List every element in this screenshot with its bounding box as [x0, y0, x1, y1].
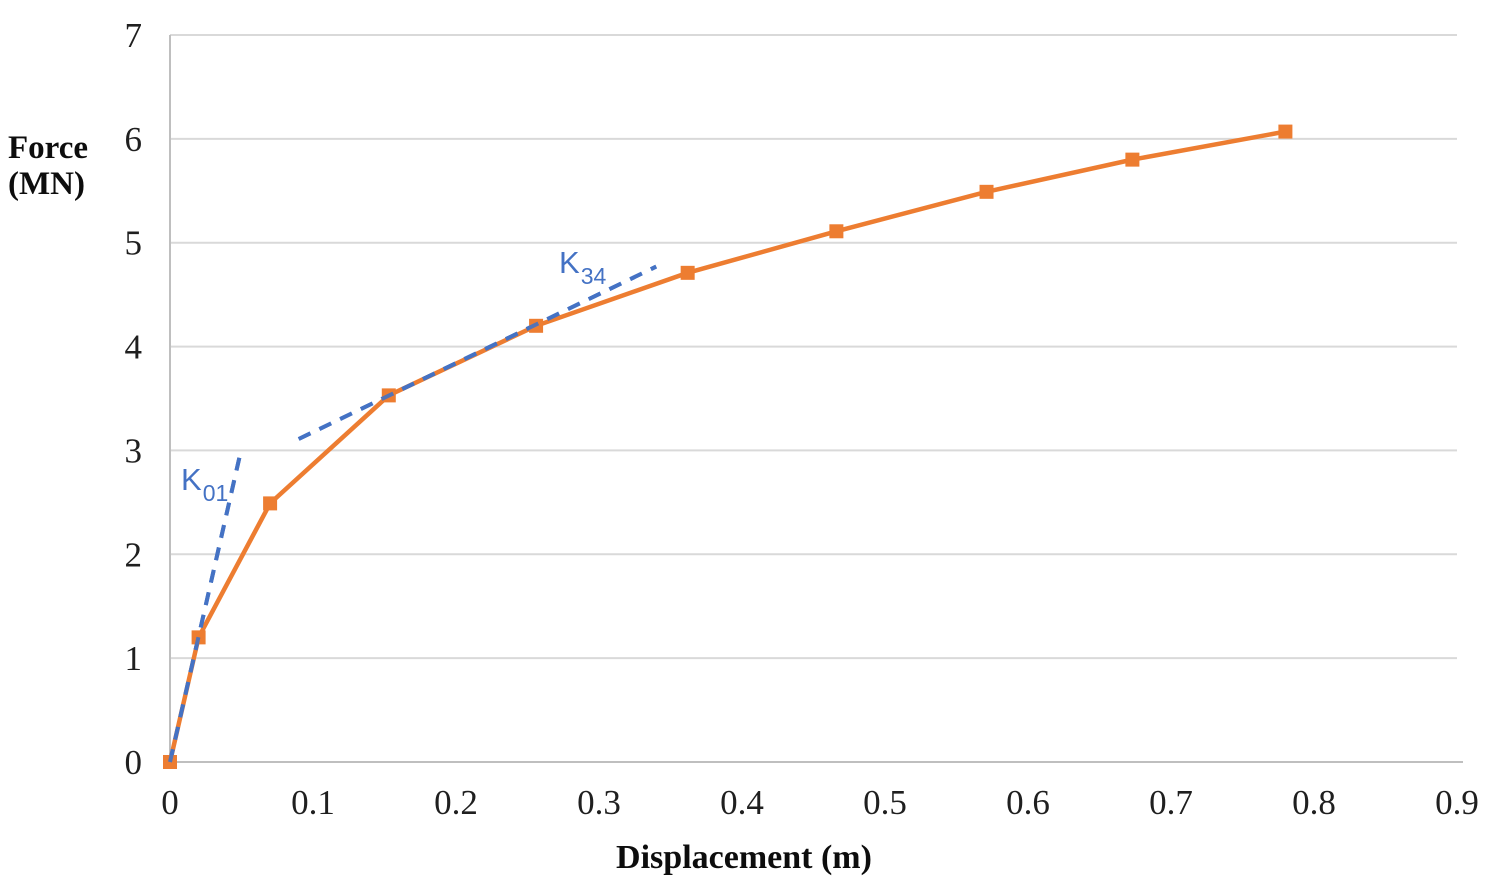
k01-label-subscript: 01	[202, 480, 229, 507]
y-tick-label-1: 1	[125, 639, 143, 678]
x-tick-label-0.6: 0.6	[1006, 783, 1050, 822]
data-point-marker-5	[680, 265, 695, 280]
y-tick-label-7: 7	[125, 16, 143, 55]
y-tick-label-6: 6	[125, 120, 143, 159]
x-tick-label-0: 0	[161, 783, 179, 822]
K01-secant-stiffness-line-overlay	[168, 447, 244, 763]
data-point-marker-6	[829, 224, 844, 239]
y-tick-label-5: 5	[125, 224, 143, 263]
k01-stiffness-label: K01	[181, 462, 228, 505]
x-tick-label-0.7: 0.7	[1149, 783, 1193, 822]
y-tick-label-4: 4	[125, 328, 143, 367]
x-axis-title: Displacement (m)	[616, 839, 872, 876]
x-tick-label-0.4: 0.4	[720, 783, 764, 822]
data-point-marker-7	[979, 184, 994, 199]
y-tick-label-3: 3	[125, 431, 143, 470]
y-tick-label-2: 2	[125, 535, 143, 574]
data-point-marker-2	[263, 496, 278, 511]
k34-label-subscript: 34	[580, 263, 607, 290]
y-axis-title-line1: Force	[8, 130, 89, 166]
data-point-marker-9	[1278, 124, 1293, 139]
k01-label-base: K	[181, 462, 202, 497]
x-tick-label-0.3: 0.3	[577, 783, 621, 822]
data-point-marker-8	[1125, 152, 1140, 167]
force-curve-line	[167, 129, 1286, 763]
k34-label-base: K	[559, 245, 580, 280]
x-tick-label-0.8: 0.8	[1292, 783, 1336, 822]
y-axis-title-line2: (MN)	[8, 166, 85, 202]
x-tick-label-0.9: 0.9	[1435, 783, 1479, 822]
k34-stiffness-label: K34	[559, 245, 606, 288]
x-tick-label-0.1: 0.1	[291, 783, 335, 822]
x-tick-label-0.5: 0.5	[863, 783, 907, 822]
y-tick-label-0: 0	[125, 743, 143, 782]
y-axis-title: Force (MN)	[8, 130, 128, 202]
K34-secant-stiffness-line-overlay	[297, 264, 658, 441]
x-tick-label-0.2: 0.2	[434, 783, 478, 822]
